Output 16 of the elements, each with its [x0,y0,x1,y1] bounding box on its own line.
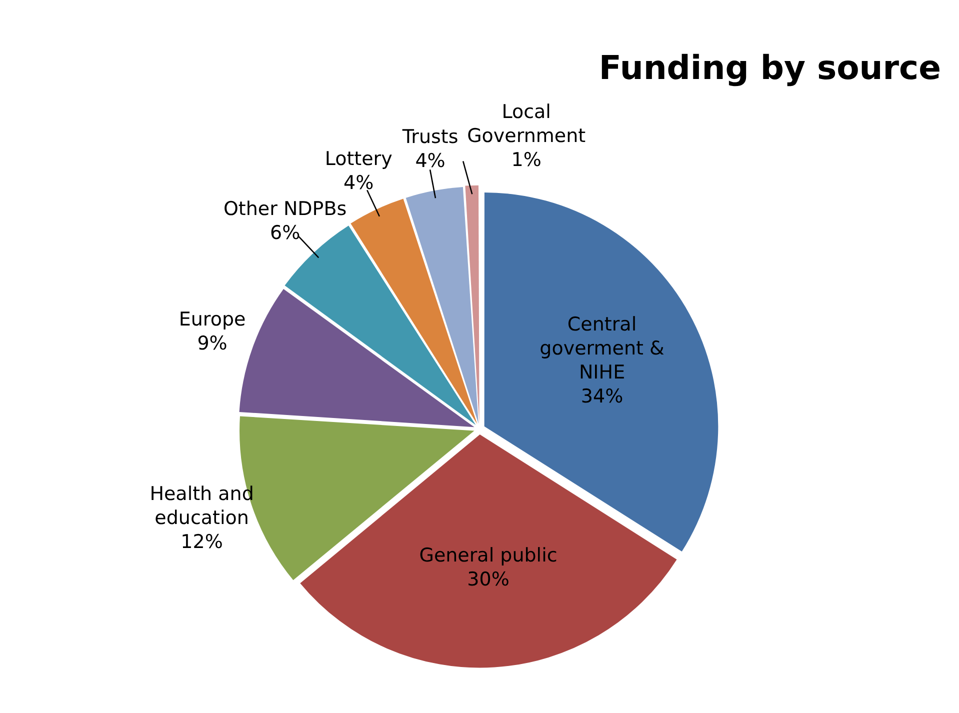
slice-label: Trusts [401,126,458,148]
slice-label: Central goverment & NIHE [540,314,665,384]
data-label: 34% [580,386,624,408]
slice-label: Europe [178,308,246,331]
data-label: 4% [344,172,374,194]
data-label: 12% [180,531,223,554]
chart-title: Funding by source [598,48,941,87]
slice-label: Lottery [324,148,392,170]
slice-label: General public [419,544,558,566]
slice-label: Local Government [467,101,586,148]
data-label: 1% [511,149,542,172]
data-label: 30% [467,568,510,590]
slice-label: Other NDPBs [223,198,347,220]
data-label: 9% [197,332,228,355]
data-label: 4% [415,150,446,172]
data-label: 6% [270,222,300,244]
